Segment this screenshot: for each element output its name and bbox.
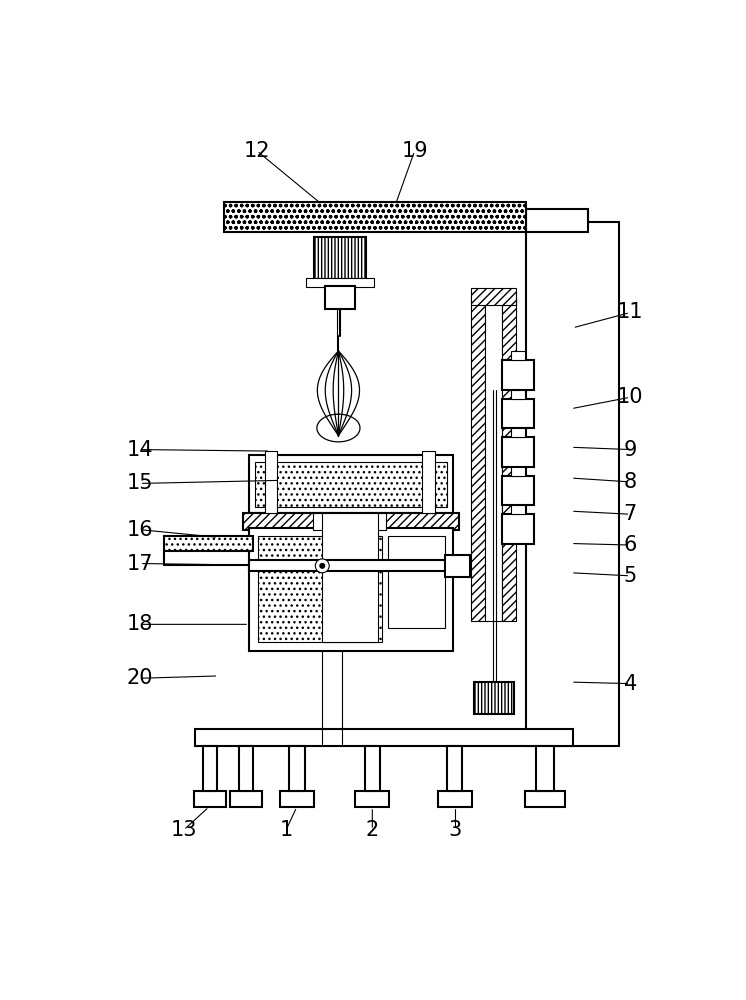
Bar	[527, 222, 618, 746]
Bar	[249, 560, 448, 571]
Text: 1: 1	[280, 820, 292, 840]
Text: 7: 7	[624, 504, 637, 524]
Bar	[280, 791, 314, 807]
Bar	[511, 466, 524, 476]
Text: 15: 15	[127, 473, 153, 493]
Text: 14: 14	[127, 440, 153, 460]
Bar	[471, 288, 515, 305]
Bar	[422, 451, 435, 513]
Text: 18: 18	[127, 614, 153, 634]
Bar	[365, 746, 380, 791]
Bar	[474, 682, 514, 714]
Circle shape	[320, 564, 325, 568]
Bar	[249, 455, 453, 513]
Bar	[471, 297, 485, 620]
Text: 16: 16	[127, 520, 153, 540]
Bar	[445, 555, 470, 577]
Text: 6: 6	[624, 535, 637, 555]
Bar	[511, 505, 524, 514]
Text: 12: 12	[243, 141, 270, 161]
Bar	[306, 278, 374, 287]
Bar	[243, 513, 459, 530]
Text: 20: 20	[127, 668, 153, 688]
Text: 3: 3	[449, 820, 462, 840]
Bar	[194, 791, 226, 807]
Bar	[511, 351, 524, 360]
Bar	[447, 746, 463, 791]
Text: 17: 17	[127, 554, 153, 574]
Text: 11: 11	[617, 302, 644, 322]
Bar	[255, 462, 447, 507]
Text: 2: 2	[366, 820, 379, 840]
Bar	[511, 389, 524, 399]
Text: 5: 5	[624, 566, 637, 586]
Text: 19: 19	[401, 141, 428, 161]
Bar	[195, 729, 572, 746]
Bar	[265, 451, 277, 513]
Bar	[249, 528, 453, 651]
Text: 8: 8	[624, 472, 637, 492]
Bar	[313, 513, 386, 530]
Bar	[230, 791, 262, 807]
Text: 10: 10	[617, 387, 644, 407]
Bar	[239, 746, 253, 791]
Bar	[289, 746, 304, 791]
Bar	[258, 536, 381, 642]
Bar	[314, 237, 366, 279]
Bar	[501, 360, 534, 389]
Bar	[355, 791, 389, 807]
Circle shape	[316, 559, 329, 573]
Bar	[511, 428, 524, 437]
Bar	[225, 202, 527, 232]
Bar	[536, 746, 554, 791]
Text: 13: 13	[170, 820, 197, 840]
Bar	[501, 399, 534, 428]
Bar	[501, 297, 515, 620]
Text: 4: 4	[624, 674, 637, 694]
Bar	[438, 791, 471, 807]
Bar	[322, 513, 377, 642]
Bar	[325, 286, 354, 309]
Bar	[524, 791, 565, 807]
Bar	[388, 536, 445, 628]
Bar	[501, 437, 534, 466]
Bar	[203, 746, 217, 791]
Bar	[485, 297, 501, 620]
Bar	[501, 476, 534, 505]
Bar	[527, 209, 588, 232]
Text: 9: 9	[624, 440, 637, 460]
Bar	[501, 514, 534, 544]
Bar	[164, 536, 253, 551]
